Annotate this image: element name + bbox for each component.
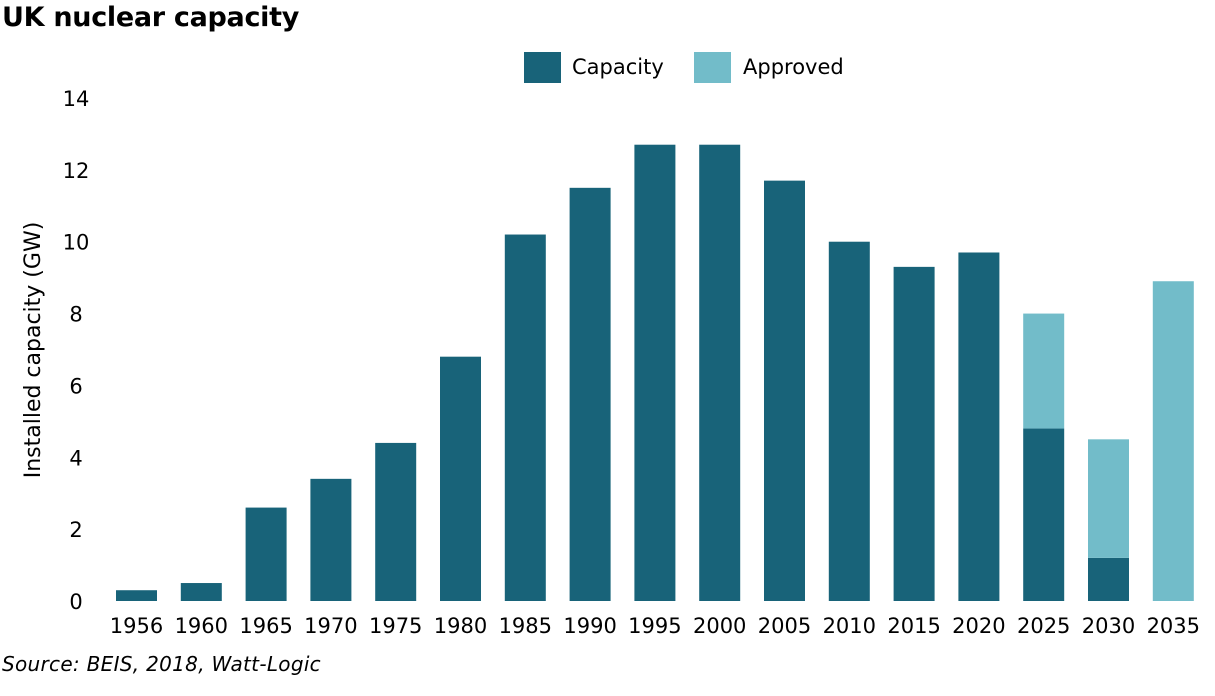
bar-capacity-2025 <box>1023 428 1065 601</box>
x-tick-label: 2020 <box>952 614 1005 638</box>
x-tick-label: 2015 <box>887 614 940 638</box>
bar-capacity-1985 <box>504 234 546 601</box>
x-tick-label: 1980 <box>434 614 487 638</box>
bar-approved-2035 <box>1152 281 1194 601</box>
bar-capacity-2015 <box>893 266 935 601</box>
bar-capacity-2030 <box>1088 557 1129 601</box>
x-tick-label: 2000 <box>693 614 746 638</box>
legend-swatch-approved <box>694 52 731 83</box>
bar-capacity-2000 <box>699 144 741 601</box>
x-tick-label: 1960 <box>175 614 228 638</box>
y-tick-label: 6 <box>69 374 82 398</box>
bar-capacity-1970 <box>310 478 352 601</box>
x-tick-label: 2030 <box>1082 614 1135 638</box>
x-tick-label: 1970 <box>304 614 357 638</box>
bar-capacity-2005 <box>764 180 805 601</box>
bar-capacity-1960 <box>180 583 222 601</box>
y-tick-label: 12 <box>63 159 90 183</box>
bars <box>116 144 1194 602</box>
x-tick-label: 1985 <box>499 614 552 638</box>
legend-swatch-capacity <box>524 52 561 83</box>
y-tick-label: 4 <box>69 446 82 470</box>
bar-approved-2030 <box>1088 439 1129 558</box>
bar-capacity-1995 <box>634 144 676 601</box>
y-axis-ticks: 0 2 4 6 8 10 12 14 <box>63 87 90 614</box>
bar-capacity-1956 <box>116 590 157 601</box>
x-tick-label: 2025 <box>1017 614 1070 638</box>
x-tick-label: 1956 <box>110 614 163 638</box>
x-tick-label: 1965 <box>239 614 292 638</box>
bar-capacity-1990 <box>569 187 611 602</box>
y-axis-title: Installed capacity (GW) <box>21 222 46 479</box>
legend-label-capacity: Capacity <box>572 55 664 79</box>
bar-capacity-1975 <box>375 442 417 601</box>
x-axis-ticks: 1956 1960 1965 1970 1975 1980 1985 1990 1995 2000… <box>110 614 1200 638</box>
chart-title: UK nuclear capacity <box>2 2 300 33</box>
bar-capacity-2010 <box>828 241 870 601</box>
y-tick-label: 14 <box>63 87 90 111</box>
x-tick-label: 1990 <box>563 614 616 638</box>
bar-approved-2025 <box>1023 313 1065 429</box>
legend: Capacity Approved <box>524 52 844 83</box>
legend-label-approved: Approved <box>743 55 844 79</box>
y-tick-label: 10 <box>63 231 90 255</box>
x-tick-label: 1975 <box>369 614 422 638</box>
chart-source: Source: BEIS, 2018, Watt-Logic <box>2 652 321 676</box>
y-tick-label: 0 <box>69 590 82 614</box>
y-tick-label: 2 <box>69 518 82 542</box>
bar-capacity-1980 <box>440 356 481 601</box>
bar-capacity-2020 <box>958 252 1000 601</box>
y-axis-title-group: Installed capacity (GW) <box>21 222 46 479</box>
x-tick-label: 2010 <box>823 614 876 638</box>
y-tick-label: 8 <box>69 303 82 327</box>
bar-capacity-1965 <box>245 507 287 601</box>
x-tick-label: 2035 <box>1147 614 1200 638</box>
x-tick-label: 1995 <box>628 614 681 638</box>
x-tick-label: 2005 <box>758 614 811 638</box>
